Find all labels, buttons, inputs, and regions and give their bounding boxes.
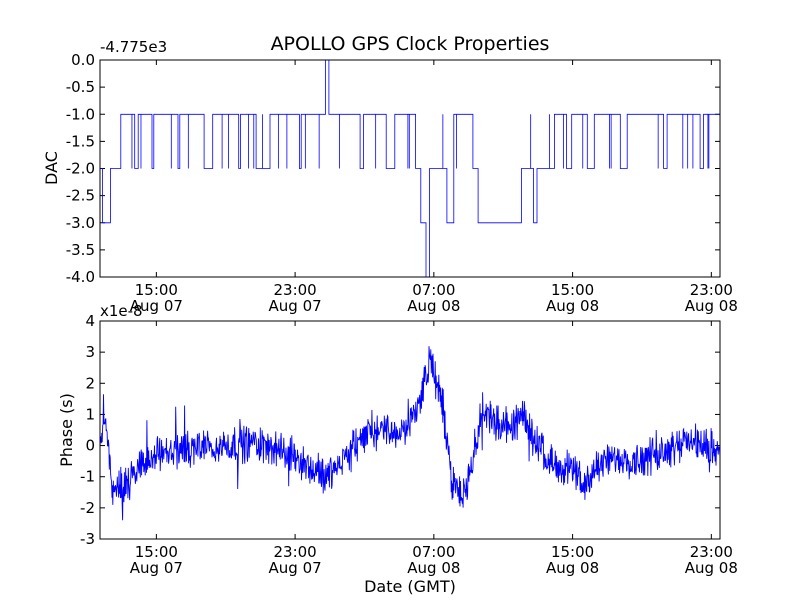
y-tick-label: -3.0: [66, 214, 95, 232]
y-tick-label: -1.0: [66, 105, 95, 123]
y-tick-label: 2: [85, 374, 95, 392]
x-tick-date: Aug 07: [130, 297, 183, 315]
phase-offset-text: x1e-8: [100, 302, 143, 320]
chart-title: APOLLO GPS Clock Properties: [271, 33, 550, 55]
y-tick-label: 4: [85, 312, 95, 330]
y-tick-label: -1: [80, 468, 95, 486]
dac-y-axis: 0.0 -0.5 -1.0 -1.5 -2.0 -2.5 -3.0 -3.5 -4.0: [66, 51, 720, 286]
dac-ylabel: DAC: [42, 151, 61, 185]
x-tick-time: 23:00: [690, 543, 733, 561]
x-tick-date: Aug 07: [130, 559, 183, 577]
x-tick-date: Aug 08: [407, 559, 460, 577]
x-tick-time: 23:00: [690, 281, 733, 299]
phase-series-line: [99, 346, 721, 521]
dac-plot-frame: [99, 59, 721, 278]
x-tick-time: 15:00: [135, 281, 178, 299]
x-tick-time: 07:00: [412, 543, 455, 561]
y-tick-label: -2.5: [66, 187, 95, 205]
y-tick-label: 1: [85, 405, 95, 423]
dac-panel: -4.775e3 DAC 0.0 -0.5 -1.0 -1.5 -2.0 -2.5 -3.0…: [42, 38, 738, 315]
phase-ylabel: Phase (s): [57, 393, 76, 467]
dac-offset-text: -4.775e3: [100, 38, 167, 56]
x-tick-time: 07:00: [412, 281, 455, 299]
x-tick-date: Aug 08: [546, 297, 599, 315]
y-tick-label: -4.0: [66, 268, 95, 286]
y-tick-label: 3: [85, 343, 95, 361]
dac-series-line: [100, 59, 720, 278]
x-axis-label: Date (GMT): [364, 577, 456, 596]
y-tick-label: 0.0: [71, 51, 95, 69]
x-tick-date: Aug 07: [269, 297, 322, 315]
y-tick-label: -3.5: [66, 241, 95, 259]
y-tick-label: 0: [85, 437, 95, 455]
x-tick-date: Aug 08: [407, 297, 460, 315]
x-tick-time: 15:00: [551, 281, 594, 299]
y-tick-label: -2.0: [66, 160, 95, 178]
x-tick-time: 23:00: [273, 543, 316, 561]
y-tick-label: -1.5: [66, 132, 95, 150]
y-tick-label: -0.5: [66, 78, 95, 96]
phase-plot-frame: [99, 320, 721, 540]
x-tick-time: 15:00: [551, 543, 594, 561]
x-tick-date: Aug 08: [546, 559, 599, 577]
x-tick-date: Aug 08: [685, 297, 738, 315]
x-tick-time: 15:00: [135, 543, 178, 561]
x-tick-time: 23:00: [273, 281, 316, 299]
y-tick-label: -3: [80, 530, 95, 548]
y-tick-label: -2: [80, 499, 95, 517]
phase-y-axis: 4 3 2 1 0 -1 -2 -3: [80, 312, 720, 548]
x-tick-date: Aug 07: [269, 559, 322, 577]
x-tick-date: Aug 08: [685, 559, 738, 577]
